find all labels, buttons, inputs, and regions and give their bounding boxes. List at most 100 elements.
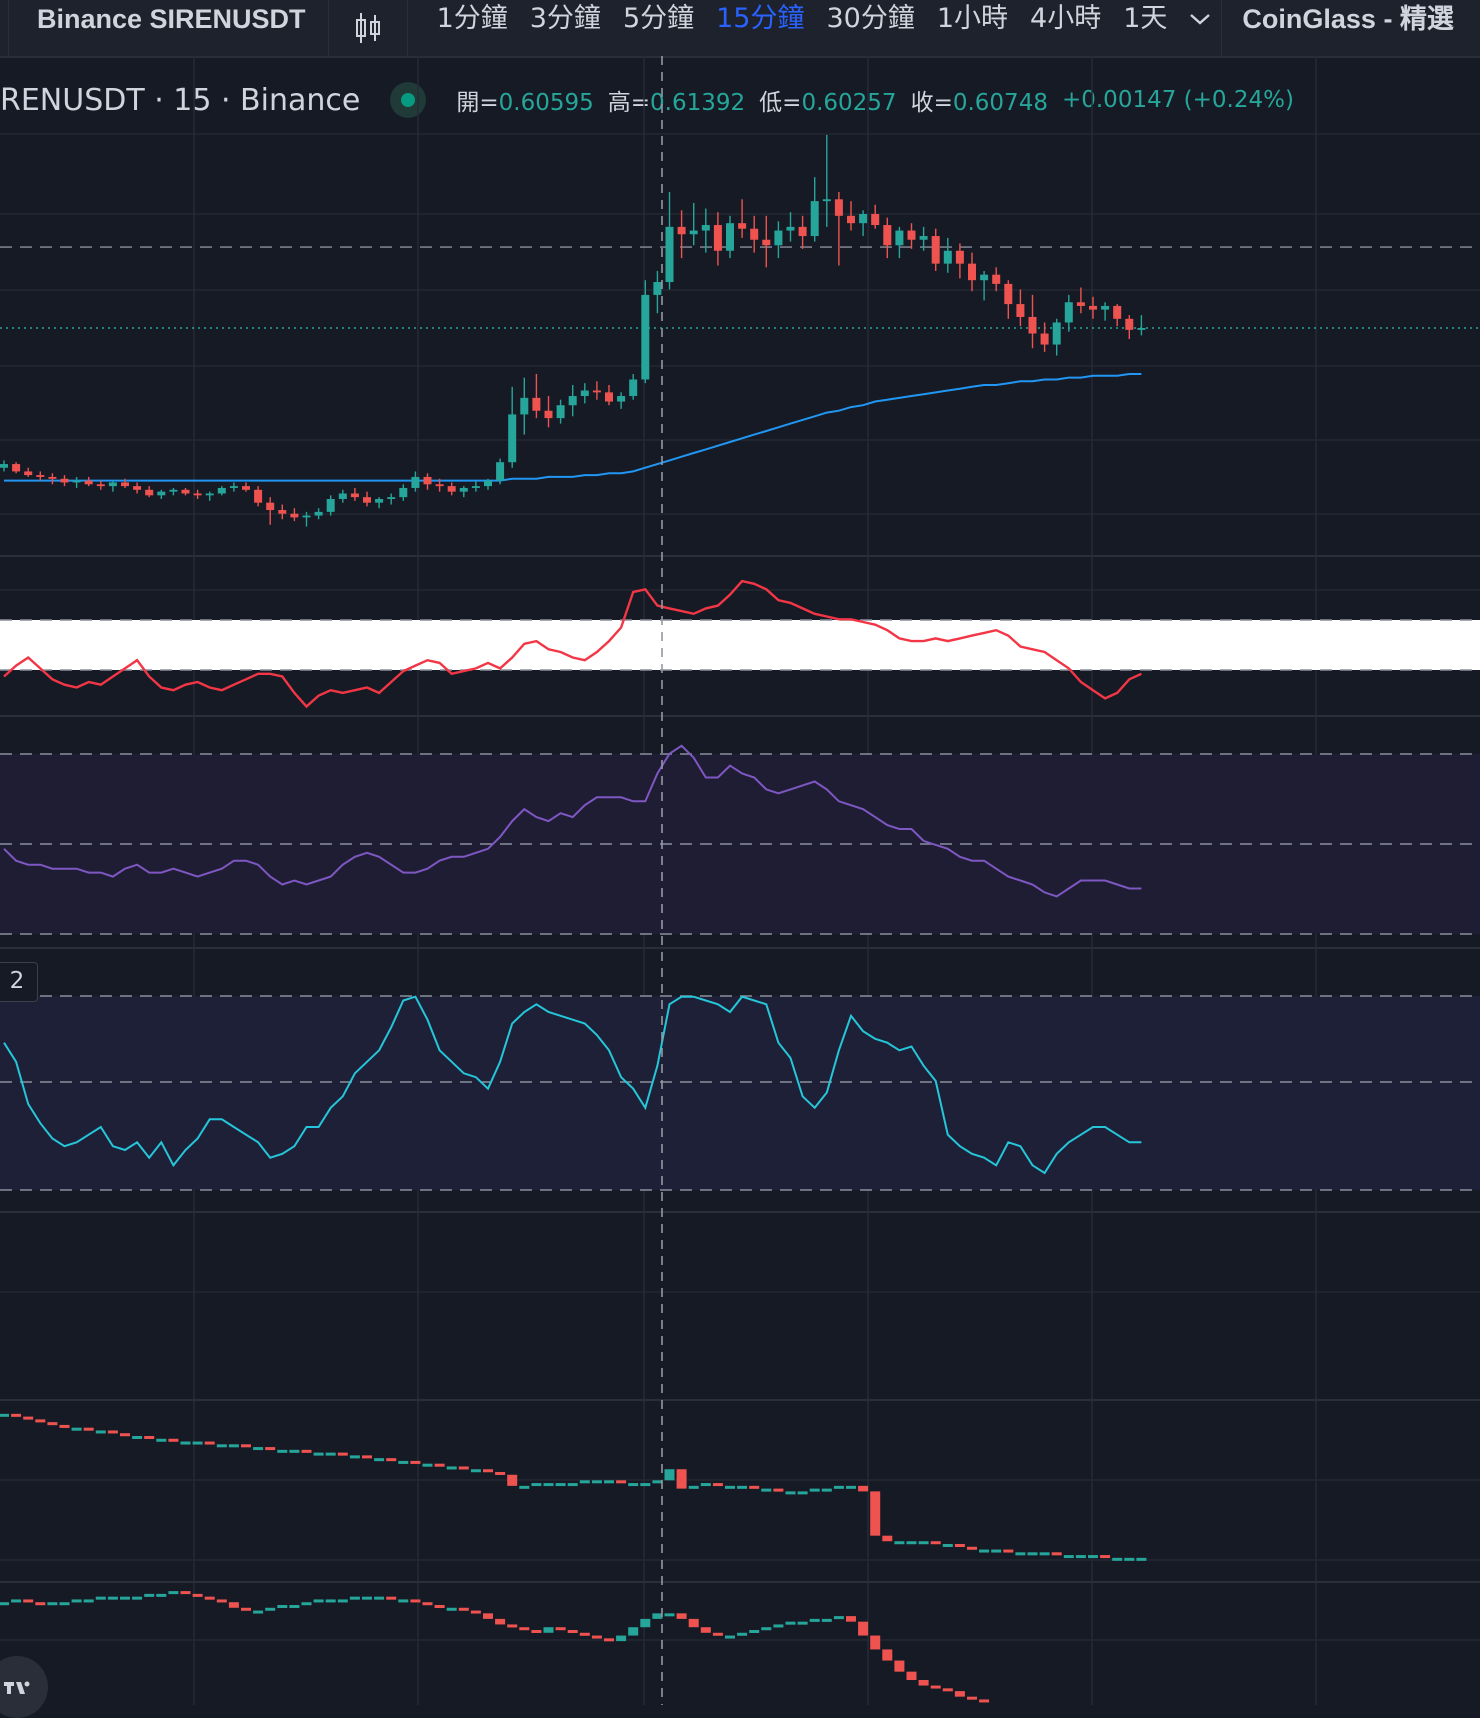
candle-body (871, 214, 880, 226)
candle-body (1040, 333, 1049, 345)
indicator4-bar (362, 1455, 372, 1459)
timeframe-1m[interactable]: 1分鐘 (436, 3, 508, 34)
indicator4-bar (773, 1488, 784, 1492)
chart-canvas[interactable] (0, 56, 1480, 1705)
indicator5-bar (567, 1630, 578, 1633)
ma-line (4, 373, 1142, 482)
timeframe-30m[interactable]: 30分鐘 (826, 3, 915, 34)
candle-body (883, 225, 892, 246)
indicator5-bar (483, 1613, 493, 1619)
indicator4-bar (180, 1441, 191, 1445)
indicator5-bar (737, 1632, 748, 1636)
coinglass-title[interactable]: CoinGlass - 精選 (1242, 4, 1454, 34)
indicator4-bar (628, 1483, 639, 1487)
indicator5-bar (59, 1602, 70, 1606)
indicator5-bar (676, 1613, 687, 1619)
indicator-badge[interactable]: 2 (0, 962, 38, 1002)
indicator4-bar (979, 1549, 990, 1553)
candle-body (423, 476, 432, 485)
candle-body (641, 294, 650, 380)
indicator4-bar (277, 1449, 288, 1453)
indicator5-bar (337, 1599, 348, 1603)
indicator4-bar (967, 1546, 977, 1550)
symbol-search-button[interactable]: Binance SIRENUSDT (8, 0, 329, 56)
chart-legend: RENUSDT · 15 · Binance 開=0.60595 高=0.613… (0, 80, 1294, 120)
timeframe-dropdown-button[interactable] (1178, 0, 1223, 56)
indicator4-bar (1015, 1552, 1026, 1556)
indicator4-bar (107, 1430, 118, 1434)
indicator4-bar (458, 1466, 469, 1470)
candle-body (774, 230, 783, 246)
indicator5-bar (71, 1599, 82, 1603)
indicator4-bar (1003, 1549, 1014, 1553)
indicator5-bar (362, 1596, 372, 1600)
timeframe-5m[interactable]: 5分鐘 (622, 3, 695, 34)
indicator5-bar (422, 1602, 433, 1606)
timeframe-3m[interactable]: 3分鐘 (529, 3, 601, 34)
candle-body (992, 274, 1001, 284)
indicator5-bar (979, 1699, 990, 1703)
indicator4-bar (11, 1413, 22, 1417)
candle-body (121, 482, 129, 487)
indicator4-bar (386, 1458, 397, 1462)
indicator5-bar (749, 1630, 760, 1633)
candle-body (1028, 316, 1037, 334)
indicator4-bar (1039, 1552, 1050, 1556)
timeframe-1h[interactable]: 1小時 (936, 3, 1009, 34)
candle-body (484, 480, 492, 487)
candle-body (568, 396, 577, 406)
indicator5-bar (132, 1596, 143, 1600)
indicator5-bar (241, 1607, 251, 1611)
indicator4-bar (833, 1485, 844, 1489)
open-label: 開= (456, 90, 499, 116)
legend-title[interactable]: RENUSDT · 15 · Binance (0, 82, 361, 118)
timeframe-4h[interactable]: 4小時 (1030, 3, 1102, 34)
indicator5-bar (858, 1621, 869, 1636)
indicator4-bar (737, 1485, 748, 1489)
indicator5-bar (216, 1599, 227, 1603)
indicator5-bar (930, 1685, 941, 1689)
indicator1-band (0, 620, 1480, 670)
timeframe-1d[interactable]: 1天 (1123, 3, 1168, 34)
indicator5-bar (374, 1596, 385, 1600)
indicator5-bar (821, 1618, 832, 1622)
high-value: 0.61392 (650, 90, 746, 116)
indicator5-bar (531, 1630, 542, 1633)
indicator5-bar (228, 1602, 239, 1608)
indicator4-bar (434, 1463, 445, 1467)
candle-body (665, 226, 674, 283)
indicator4-bar (954, 1544, 965, 1547)
indicator5-bar (942, 1688, 953, 1692)
timeframe-15m[interactable]: 15分鐘 (716, 3, 805, 34)
indicator5-bar (882, 1649, 893, 1661)
indicator4-bar (301, 1449, 312, 1453)
timeframe-list: 1分鐘 3分鐘 5分鐘 15分鐘 30分鐘 1小時 4小時 1天 (408, 0, 1179, 56)
indicator4-bar (725, 1485, 735, 1489)
indicator4-bar (749, 1485, 760, 1489)
candle-body (738, 223, 747, 229)
indicator5-bar (410, 1599, 421, 1603)
legend-close: 收=0.60748 (911, 83, 1048, 117)
indicator4-bar (616, 1480, 627, 1484)
indicator4-bar (1063, 1555, 1074, 1559)
legend-low: 低=0.60257 (759, 83, 896, 117)
market-status-icon[interactable] (390, 82, 427, 118)
candle-body (847, 215, 855, 224)
candle-body (750, 228, 759, 240)
indicator4-bar (144, 1436, 155, 1439)
indicator5-bar (507, 1624, 518, 1628)
candle-body (1004, 283, 1013, 305)
candle-body (254, 489, 263, 503)
candle-body (786, 226, 795, 231)
indicator4-bar (519, 1485, 530, 1489)
high-label: 高= (607, 90, 651, 116)
candle-type-button[interactable] (329, 0, 408, 56)
candle-body (459, 487, 468, 492)
indicator4-bar (652, 1480, 663, 1484)
indicator4-bar (313, 1452, 324, 1456)
indicator5-bar (144, 1593, 155, 1597)
candle-body (48, 476, 57, 479)
candle-body (350, 493, 359, 498)
candle-body (895, 230, 904, 246)
indicator4-bar (797, 1491, 808, 1495)
